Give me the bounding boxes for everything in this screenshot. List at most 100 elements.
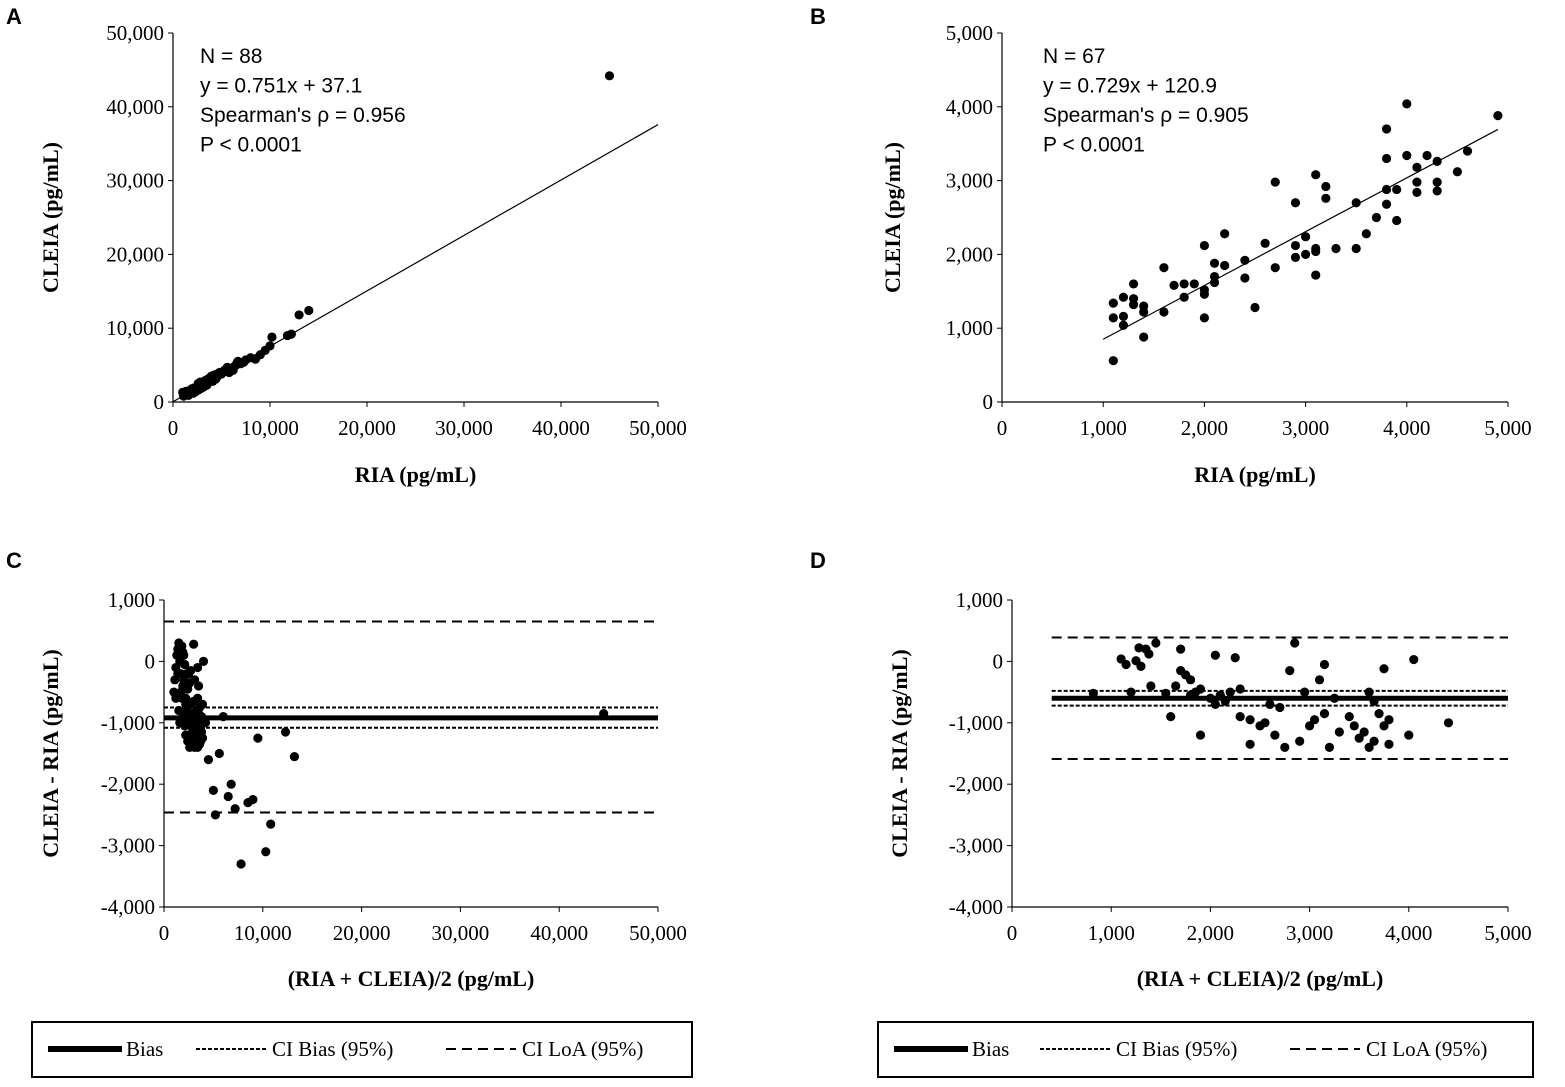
data-point	[266, 819, 276, 829]
legend-box	[877, 1021, 1534, 1078]
data-point	[1270, 263, 1280, 273]
data-point	[186, 666, 196, 676]
data-point	[1412, 177, 1422, 187]
data-point	[1215, 690, 1225, 700]
data-point	[1128, 294, 1139, 304]
y-tick-label: -3,000	[101, 834, 155, 858]
data-point	[222, 362, 232, 372]
data-point	[1240, 255, 1250, 265]
data-point	[188, 730, 198, 740]
y-axis-title: CLEIA (pg/mL)	[880, 142, 905, 293]
data-point	[185, 718, 195, 728]
panel-b: B 0 1,000 2,000 3,000 4,000 5,000 0 1,000 2,000 3,…	[810, 4, 1532, 487]
data-point	[1169, 280, 1179, 290]
y-tick-label: 40,000	[106, 95, 164, 119]
data-point	[1240, 273, 1250, 283]
data-point	[1136, 661, 1146, 671]
data-point	[1235, 684, 1245, 694]
data-point	[1108, 313, 1118, 323]
data-point	[1166, 712, 1176, 722]
stats-annotation: P < 0.0001	[1043, 134, 1145, 157]
x-tick-label: 30,000	[435, 416, 493, 440]
data-point	[173, 669, 183, 679]
data-point	[1280, 742, 1290, 752]
data-point	[286, 329, 296, 339]
data-point	[1384, 739, 1394, 749]
data-point	[1108, 298, 1118, 308]
data-point	[1369, 696, 1379, 706]
y-tick-label: 1,000	[946, 316, 993, 340]
data-point	[1361, 229, 1371, 239]
data-point	[1121, 659, 1131, 670]
data-point	[232, 358, 242, 368]
x-tick-label: 20,000	[338, 416, 396, 440]
data-point	[236, 859, 246, 869]
data-point	[1404, 730, 1414, 740]
data-point	[1179, 292, 1189, 302]
data-point	[1452, 167, 1462, 177]
stats-annotation: Spearman's ρ = 0.905	[1043, 104, 1249, 127]
data-point	[599, 708, 609, 719]
data-point	[1210, 699, 1220, 709]
data-point	[1300, 687, 1310, 697]
y-tick-label: -1,000	[949, 711, 1003, 735]
data-point	[304, 305, 314, 316]
data-point	[1359, 727, 1369, 737]
data-point	[1311, 243, 1321, 254]
data-point	[192, 742, 203, 752]
x-tick-label: 0	[1007, 921, 1018, 945]
y-tick-label: 50,000	[106, 21, 164, 45]
data-point	[1159, 263, 1169, 273]
legend-bias-label: Bias	[126, 1037, 163, 1061]
y-tick-label: -2,000	[101, 772, 155, 796]
data-point	[1144, 649, 1154, 659]
panel-letter: A	[6, 4, 22, 29]
legend-c: Bias CI Bias (95%) CI LoA (95%)	[31, 1021, 693, 1078]
data-point	[1195, 684, 1206, 694]
legend-bias-label: Bias	[972, 1037, 1009, 1061]
x-tick-label: 0	[997, 416, 1008, 440]
data-point	[267, 332, 277, 342]
x-tick-label: 30,000	[432, 921, 490, 945]
data-point	[200, 718, 211, 728]
x-tick-label: 1,000	[1080, 416, 1127, 440]
data-point	[1319, 708, 1330, 719]
y-axis-title: CLEIA - RIA (pg/mL)	[887, 649, 912, 857]
data-point	[239, 357, 249, 367]
data-point	[1205, 693, 1215, 703]
data-point	[1374, 708, 1384, 719]
y-tick-label: 0	[983, 390, 994, 414]
legend-ci-bias-label: CI Bias (95%)	[1116, 1037, 1237, 1061]
data-point	[1171, 681, 1181, 691]
data-point	[1199, 240, 1209, 251]
legend-ci-bias-label: CI Bias (95%)	[272, 1037, 393, 1061]
data-point	[1381, 153, 1392, 164]
y-tick-label: 5,000	[946, 21, 993, 45]
data-point	[203, 755, 214, 765]
data-point	[1265, 699, 1275, 709]
data-point	[1402, 99, 1412, 109]
data-point	[248, 794, 258, 805]
legend-box	[31, 1021, 693, 1078]
x-axis-title: (RIA + CLEIA)/2 (pg/mL)	[288, 966, 535, 991]
x-tick-label: 50,000	[629, 416, 687, 440]
data-point	[197, 733, 208, 743]
data-point	[223, 791, 233, 802]
data-point	[1185, 675, 1196, 685]
x-tick-label: 10,000	[241, 416, 299, 440]
stats-annotation: Spearman's ρ = 0.956	[200, 104, 406, 127]
stats-annotation: y = 0.729x + 120.9	[1043, 75, 1217, 98]
data-point	[1245, 715, 1255, 725]
data-point	[1493, 111, 1503, 121]
data-point	[214, 748, 224, 759]
data-point	[192, 662, 203, 673]
data-point	[1305, 721, 1315, 731]
legend-d: Bias CI Bias (95%) CI LoA (95%)	[877, 1021, 1534, 1078]
x-tick-label: 3,000	[1286, 921, 1333, 945]
data-point	[1392, 184, 1402, 195]
data-point	[194, 702, 205, 713]
y-tick-label: -4,000	[101, 895, 155, 919]
stats-annotation: P < 0.0001	[200, 134, 302, 157]
data-point	[1151, 638, 1161, 648]
